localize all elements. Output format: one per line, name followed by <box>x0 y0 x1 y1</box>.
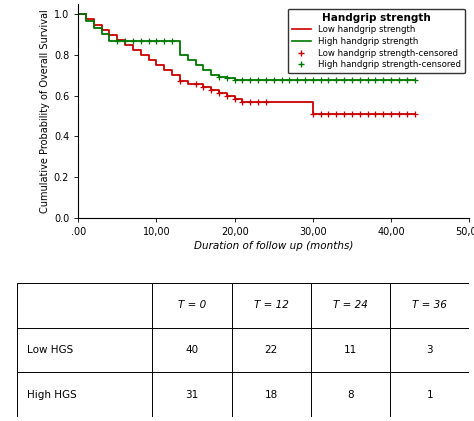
Point <box>246 99 254 105</box>
Point <box>387 76 395 83</box>
Text: 11: 11 <box>344 345 357 355</box>
Text: T = 24: T = 24 <box>333 300 368 310</box>
Point <box>231 76 238 83</box>
Text: T = 0: T = 0 <box>178 300 206 310</box>
Point <box>215 89 223 96</box>
Y-axis label: Cumulative Probability of Overall Survival: Cumulative Probability of Overall Surviv… <box>40 9 50 213</box>
Point <box>340 76 348 83</box>
Point <box>285 76 293 83</box>
Point <box>332 76 340 83</box>
Point <box>340 111 348 117</box>
Point <box>176 77 183 84</box>
Point <box>317 76 324 83</box>
Text: 1: 1 <box>426 389 433 400</box>
Text: 3: 3 <box>426 345 433 355</box>
Text: T = 12: T = 12 <box>254 300 289 310</box>
Point <box>403 111 410 117</box>
Point <box>410 111 418 117</box>
Point <box>231 96 238 102</box>
Text: High HGS: High HGS <box>27 389 77 400</box>
Point <box>410 76 418 83</box>
Point <box>403 76 410 83</box>
Point <box>270 76 278 83</box>
Point <box>191 80 199 87</box>
Point <box>348 111 356 117</box>
Text: T = 36: T = 36 <box>412 300 447 310</box>
Point <box>238 76 246 83</box>
Point <box>145 37 152 44</box>
Text: 18: 18 <box>264 389 278 400</box>
Point <box>262 76 270 83</box>
Point <box>309 76 317 83</box>
Text: 31: 31 <box>185 389 199 400</box>
Point <box>364 111 372 117</box>
Point <box>309 111 317 117</box>
Point <box>364 76 372 83</box>
Point <box>223 75 230 82</box>
Point <box>254 76 262 83</box>
Point <box>395 76 402 83</box>
Point <box>160 37 168 44</box>
Point <box>293 76 301 83</box>
Point <box>113 37 121 44</box>
Point <box>137 37 145 44</box>
Point <box>379 111 387 117</box>
Point <box>356 76 364 83</box>
Text: Low HGS: Low HGS <box>27 345 73 355</box>
Point <box>238 99 246 105</box>
Point <box>200 83 207 90</box>
Point <box>254 99 262 105</box>
Point <box>262 99 270 105</box>
Point <box>372 111 379 117</box>
Point <box>325 76 332 83</box>
Point <box>215 74 223 81</box>
Point <box>348 76 356 83</box>
Point <box>332 111 340 117</box>
Text: 22: 22 <box>264 345 278 355</box>
Point <box>278 76 285 83</box>
Point <box>121 37 129 44</box>
Text: 8: 8 <box>347 389 354 400</box>
Point <box>372 76 379 83</box>
Point <box>223 93 230 99</box>
Legend: Low handgrip strength, High handgrip strength, Low handgrip strength-censored, H: Low handgrip strength, High handgrip str… <box>288 8 465 73</box>
X-axis label: Duration of follow up (months): Duration of follow up (months) <box>194 241 354 251</box>
Point <box>246 76 254 83</box>
Point <box>207 86 215 93</box>
Point <box>129 37 137 44</box>
Point <box>395 111 402 117</box>
Point <box>153 37 160 44</box>
Point <box>325 111 332 117</box>
Point <box>379 76 387 83</box>
Point <box>387 111 395 117</box>
Point <box>301 76 309 83</box>
Point <box>356 111 364 117</box>
Text: 40: 40 <box>185 345 199 355</box>
Point <box>317 111 324 117</box>
Point <box>168 37 176 44</box>
